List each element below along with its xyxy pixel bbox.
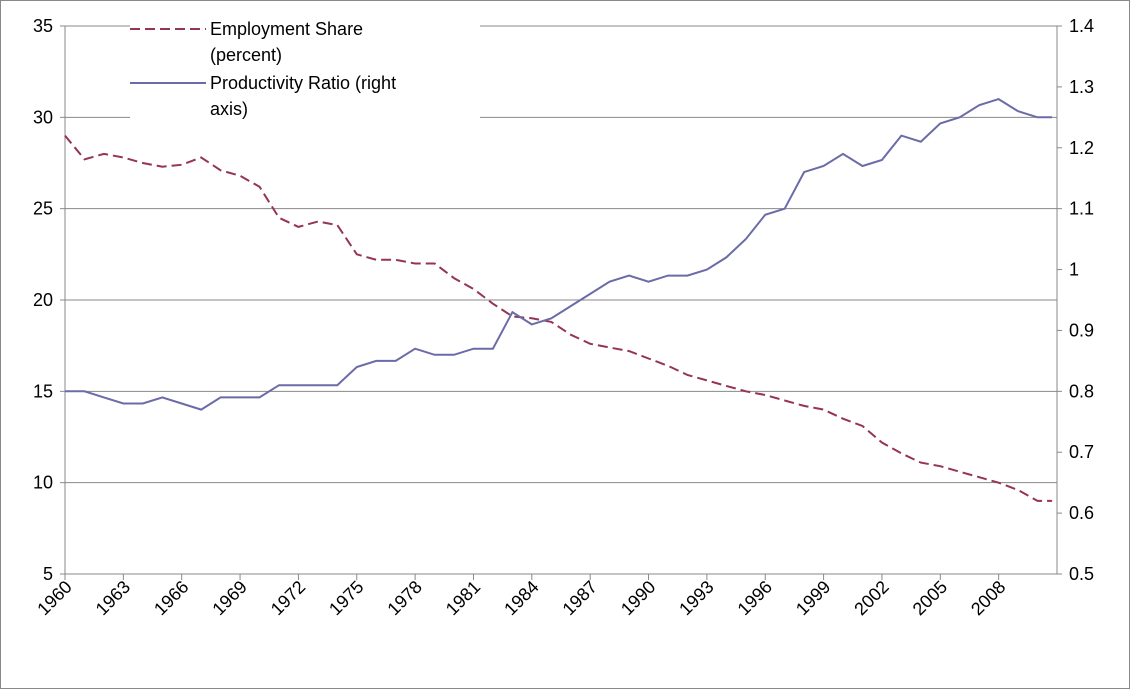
legend-item: Employment Share (percent) [130, 16, 480, 68]
y-tick-label: 30 [33, 107, 53, 127]
y2-tick-label: 0.6 [1069, 503, 1094, 523]
legend-item: Productivity Ratio (right axis) [130, 70, 480, 122]
series-line [64, 134, 1053, 502]
series-line [65, 98, 1053, 411]
y2-tick-label: 1 [1069, 260, 1079, 280]
y2-tick-label: 0.5 [1069, 564, 1094, 584]
y-tick-label: 25 [33, 199, 53, 219]
y-tick-label: 10 [33, 473, 53, 493]
y-tick-label: 15 [33, 381, 53, 401]
y-tick-label: 35 [33, 16, 53, 36]
y2-tick-label: 1.3 [1069, 77, 1094, 97]
legend-label: Employment Share (percent) [210, 19, 364, 65]
y-tick-label: 5 [43, 564, 53, 584]
y2-tick-label: 1.1 [1069, 199, 1094, 219]
y-tick-label: 20 [33, 290, 53, 310]
y2-tick-label: 0.7 [1069, 442, 1094, 462]
y2-tick-label: 1.2 [1069, 138, 1094, 158]
legend-label: Productivity Ratio (right axis) [210, 73, 397, 119]
y2-tick-label: 0.8 [1069, 381, 1094, 401]
y2-tick-label: 0.9 [1069, 320, 1094, 340]
legend-swatch [130, 82, 206, 84]
legend-swatch [130, 28, 206, 30]
legend: Employment Share (percent) Productivity R… [130, 16, 480, 124]
y2-tick-label: 1.4 [1069, 16, 1094, 36]
